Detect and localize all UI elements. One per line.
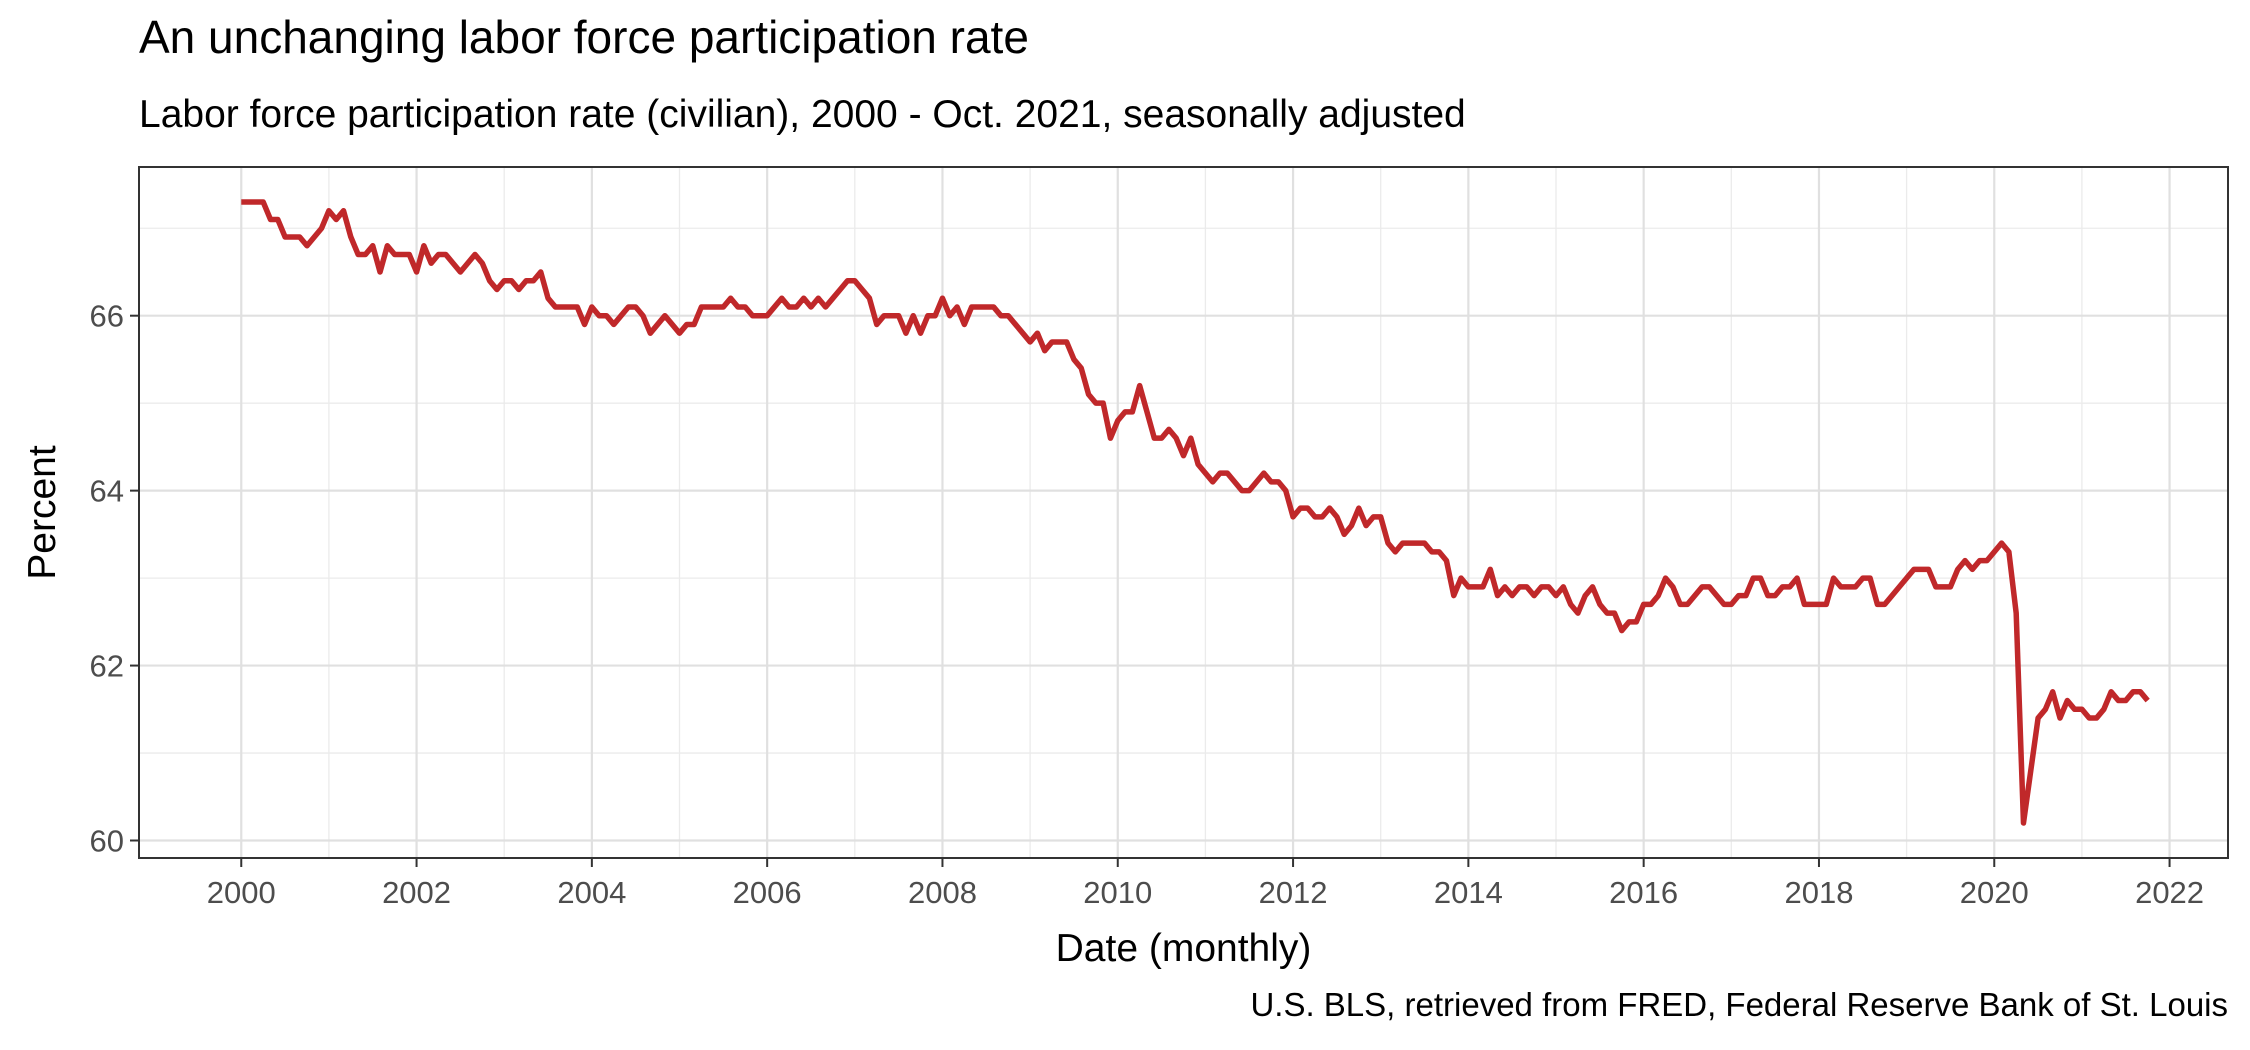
series-line (241, 199, 2150, 826)
chart-caption: U.S. BLS, retrieved from FRED, Federal R… (1250, 986, 2228, 1023)
y-tick-label: 66 (90, 299, 124, 334)
x-axis-title: Date (monthly) (1056, 927, 1312, 970)
minor-gridlines (139, 167, 2228, 858)
x-tick-label: 2010 (1083, 875, 1152, 910)
x-tick-label: 2008 (908, 875, 977, 910)
x-tick-label: 2002 (382, 875, 451, 910)
x-tick-label: 2004 (557, 875, 626, 910)
y-tick-label: 64 (90, 474, 124, 509)
plot-panel-border (138, 166, 2229, 859)
axis-ticks (130, 314, 2171, 867)
y-tick-label: 60 (90, 824, 124, 859)
major-gridlines (139, 167, 2228, 858)
x-tick-label: 2020 (1960, 875, 2029, 910)
series-layer (241, 199, 2150, 826)
x-tick-label: 2018 (1784, 875, 1853, 910)
axis-tick-labels: 2000 2002 2004 2006 2008 2010 2012 2014 2016 2018… (90, 299, 2205, 910)
x-tick-label: 2006 (733, 875, 802, 910)
chart-subtitle: Labor force participation rate (civilian… (139, 93, 1466, 136)
x-tick-label: 2014 (1434, 875, 1503, 910)
chart-title: An unchanging labor force participation … (139, 11, 1029, 63)
y-axis-title: Percent (21, 445, 64, 580)
y-tick-label: 62 (90, 649, 124, 684)
x-tick-label: 2016 (1609, 875, 1678, 910)
x-tick-label: 2022 (2135, 875, 2204, 910)
x-tick-label: 2000 (207, 875, 276, 910)
x-tick-label: 2012 (1259, 875, 1328, 910)
